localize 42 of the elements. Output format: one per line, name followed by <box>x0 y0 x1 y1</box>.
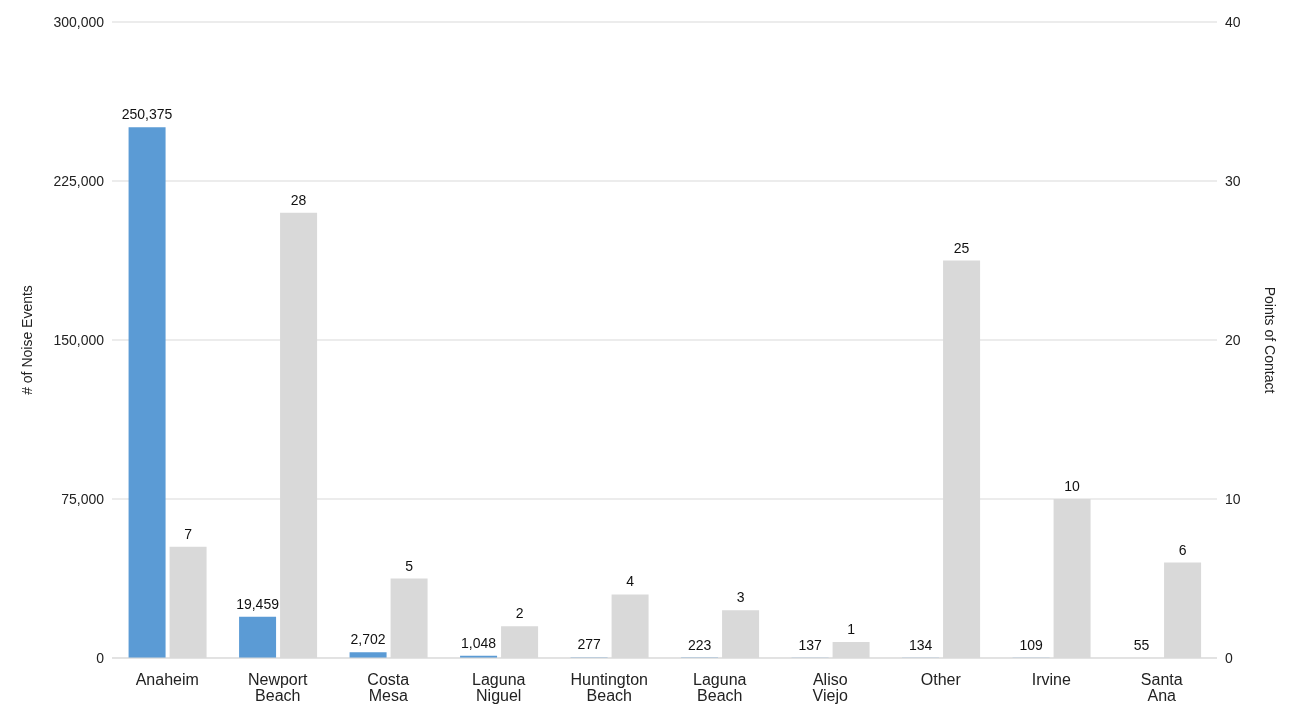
data-label: 223 <box>687 636 712 653</box>
x-tick-label: Aliso Viejo <box>812 671 848 705</box>
data-label: 2,702 <box>350 631 386 648</box>
data-label: 55 <box>1133 636 1150 653</box>
data-label: 277 <box>577 636 601 653</box>
x-tick-label: Huntington Beach <box>570 671 648 705</box>
y-tick-label: 300,000 <box>53 14 105 30</box>
data-label: 2 <box>515 605 524 622</box>
x-tick-label: Laguna Beach <box>693 671 747 705</box>
y2-tick-label: 0 <box>1225 650 1233 666</box>
y-tick-label: 75,000 <box>61 491 105 507</box>
data-label: 250,375 <box>121 106 173 123</box>
data-label: 5 <box>405 557 414 574</box>
data-label: 4 <box>626 573 635 590</box>
y2-axis-title: Points of Contact <box>1262 286 1279 394</box>
data-label: 134 <box>908 636 933 653</box>
data-label: 28 <box>290 191 307 208</box>
x-tick-label: Laguna Niguel <box>472 671 526 705</box>
x-tick-label: Santa Ana <box>1140 671 1183 705</box>
data-label: 10 <box>1064 478 1081 494</box>
y-tick-label: 150,000 <box>53 332 105 348</box>
x-tick-label: Other <box>920 671 962 689</box>
data-label: 25 <box>953 239 970 256</box>
y2-tick-label: 30 <box>1225 173 1241 189</box>
data-label: 3 <box>736 589 745 606</box>
x-tick-label: Irvine <box>1031 671 1071 689</box>
y-tick-label: 0 <box>96 650 105 666</box>
data-label: 1,048 <box>461 634 497 651</box>
y-axis-title: # of Noise Events <box>18 285 35 395</box>
data-label: 19,459 <box>236 595 280 612</box>
data-label: 109 <box>1019 636 1043 653</box>
x-tick-label: Anaheim <box>135 671 199 689</box>
y2-tick-label: 20 <box>1225 332 1241 348</box>
data-label: 1 <box>847 621 856 638</box>
data-label: 137 <box>798 636 822 653</box>
y2-tick-label: 40 <box>1225 14 1241 30</box>
data-label: 6 <box>1178 541 1187 558</box>
x-tick-label: Newport Beach <box>247 671 309 705</box>
x-tick-label: Costa Mesa <box>367 671 410 705</box>
data-label: 7 <box>184 525 193 542</box>
y-tick-label: 225,000 <box>53 173 105 189</box>
y2-tick-label: 10 <box>1225 491 1241 507</box>
